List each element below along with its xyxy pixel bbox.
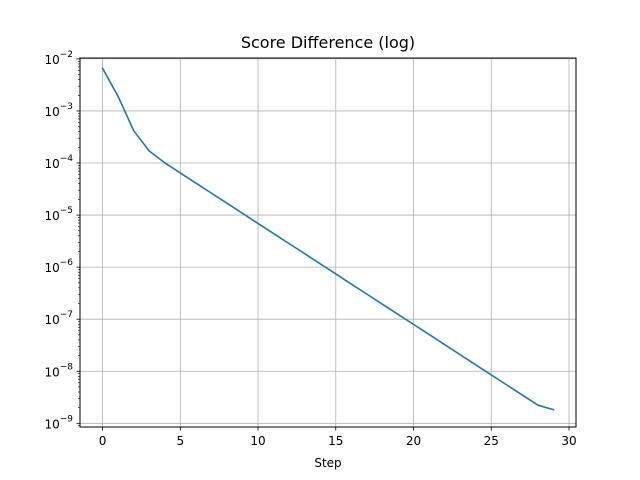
y-tick-label-base: 10: [44, 261, 59, 275]
y-tick-label-exponent: −7: [60, 310, 73, 320]
y-tick-label-exponent: −3: [60, 102, 73, 112]
y-tick-label-base: 10: [44, 105, 59, 119]
y-tick-label-exponent: −5: [60, 206, 73, 216]
data-point: [273, 233, 275, 235]
grid: [80, 58, 576, 427]
x-tick-label: 30: [561, 434, 576, 448]
data-point: [490, 374, 492, 376]
y-tick-label: 10−2: [44, 50, 73, 67]
y-tick-label-base: 10: [44, 313, 59, 327]
y-tick-label-exponent: −8: [60, 362, 74, 372]
x-tick-label: 10: [250, 434, 265, 448]
x-axis-label: Step: [314, 456, 341, 470]
data-point: [553, 409, 555, 411]
series-line: [101, 67, 555, 411]
y-tick-label: 10−5: [44, 206, 73, 223]
data-point: [242, 213, 244, 215]
data-point: [475, 364, 477, 366]
data-point: [413, 324, 415, 326]
x-tick-label: 5: [176, 434, 184, 448]
data-point: [537, 404, 539, 406]
y-tick-label: 10−3: [44, 102, 73, 119]
series-layer: [101, 67, 555, 411]
data-point: [506, 384, 508, 386]
y-tick-label-base: 10: [44, 53, 59, 67]
data-point: [351, 283, 353, 285]
y-tick-label-base: 10: [44, 365, 59, 379]
data-point: [195, 182, 197, 184]
data-point: [164, 162, 166, 164]
data-point: [117, 96, 119, 98]
data-point: [211, 192, 213, 194]
data-point: [382, 303, 384, 305]
data-point: [444, 344, 446, 346]
data-point: [179, 172, 181, 174]
data-point: [397, 314, 399, 316]
x-tick-label: 20: [406, 434, 421, 448]
data-point: [319, 263, 321, 265]
y-tick-label-exponent: −2: [60, 50, 73, 60]
x-tick-label: 25: [484, 434, 499, 448]
data-point: [226, 202, 228, 204]
y-tick-label: 10−8: [44, 362, 73, 379]
data-point: [335, 273, 337, 275]
y-tick-label-exponent: −4: [60, 154, 74, 164]
data-point: [459, 354, 461, 356]
data-point: [148, 150, 150, 152]
y-tick-label-exponent: −6: [60, 258, 74, 268]
data-point: [133, 130, 135, 132]
data-point: [522, 394, 524, 396]
data-point: [102, 67, 104, 69]
data-point: [288, 243, 290, 245]
data-point: [304, 253, 306, 255]
data-point: [366, 293, 368, 295]
y-tick-label: 10−7: [44, 310, 73, 327]
x-tick-label: 15: [328, 434, 343, 448]
chart-title: Score Difference (log): [241, 33, 415, 52]
y-tick-label: 10−4: [44, 154, 73, 171]
y-tick-label: 10−6: [44, 258, 73, 275]
y-tick-label-base: 10: [44, 157, 59, 171]
y-tick-label-exponent: −9: [60, 414, 74, 424]
y-tick-label-base: 10: [44, 417, 59, 431]
x-tick-label: 0: [99, 434, 107, 448]
data-point: [257, 223, 259, 225]
ticks: 0 5 10 15 20 25 3010−210−310−410−510−610−710−8…: [44, 50, 576, 448]
data-point: [428, 334, 430, 336]
y-tick-label: 10−9: [44, 414, 73, 431]
y-tick-label-base: 10: [44, 209, 59, 223]
